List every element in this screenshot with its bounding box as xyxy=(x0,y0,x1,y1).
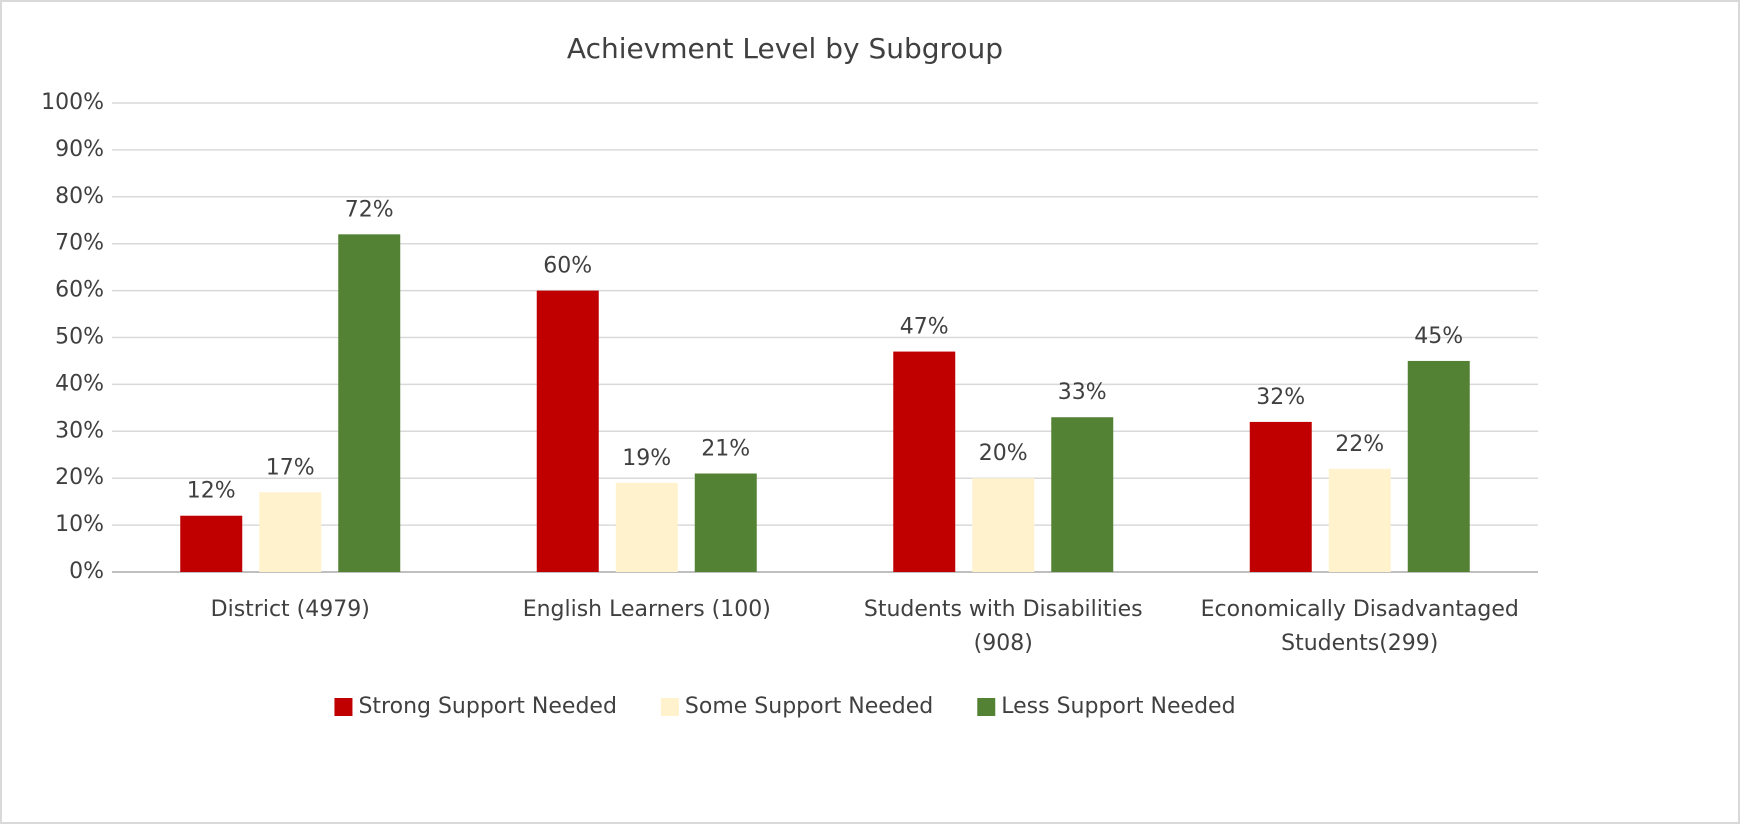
legend-label: Some Support Needed xyxy=(685,694,933,719)
bar xyxy=(972,478,1035,572)
y-tick-label: 30% xyxy=(55,418,104,443)
legend: Strong Support Needed Some Support Needed… xyxy=(334,694,1236,719)
x-tick-label: English Learners (100) xyxy=(523,597,771,622)
y-tick-label: 70% xyxy=(55,231,104,256)
bar xyxy=(259,492,322,572)
x-tick-label: District (4979) xyxy=(211,597,370,622)
legend-swatch xyxy=(334,698,353,716)
data-label: 21% xyxy=(701,437,750,462)
x-tick-label: Students with Disabilities (908) xyxy=(864,597,1143,656)
y-tick-label: 60% xyxy=(55,278,104,303)
bar xyxy=(694,473,757,572)
legend-label: Less Support Needed xyxy=(1001,694,1235,719)
chart-title: Achievment Level by Subgroup xyxy=(567,32,1003,65)
bar xyxy=(1051,417,1114,572)
data-label: 17% xyxy=(266,455,315,480)
legend-label: Strong Support Needed xyxy=(358,694,616,719)
bar xyxy=(180,515,243,572)
data-label: 33% xyxy=(1058,380,1107,405)
legend-swatch xyxy=(660,698,679,716)
x-tick-label: Economically Disadvantaged Students(299) xyxy=(1201,597,1519,656)
data-label: 20% xyxy=(979,441,1028,466)
data-label: 12% xyxy=(187,479,236,504)
data-label: 32% xyxy=(1256,385,1305,410)
y-tick-label: 0% xyxy=(69,559,104,584)
y-tick-label: 20% xyxy=(55,465,104,490)
bar xyxy=(1407,360,1470,572)
y-tick-label: 80% xyxy=(55,184,104,209)
y-tick-label: 100% xyxy=(41,90,104,115)
y-tick-label: 50% xyxy=(55,325,104,350)
y-tick-label: 10% xyxy=(55,512,104,537)
bar xyxy=(893,351,956,572)
data-label: 45% xyxy=(1414,324,1463,349)
data-label: 72% xyxy=(345,197,394,222)
bar xyxy=(1249,421,1312,572)
bar xyxy=(338,234,401,572)
data-label: 60% xyxy=(543,254,592,279)
data-label: 22% xyxy=(1335,432,1384,457)
legend-swatch xyxy=(977,698,996,716)
data-label: 47% xyxy=(900,315,949,340)
bar xyxy=(1328,468,1391,572)
y-tick-label: 90% xyxy=(55,137,104,162)
bar xyxy=(536,290,599,572)
bar xyxy=(615,482,678,572)
y-tick-label: 40% xyxy=(55,371,104,396)
data-label: 19% xyxy=(622,446,671,471)
